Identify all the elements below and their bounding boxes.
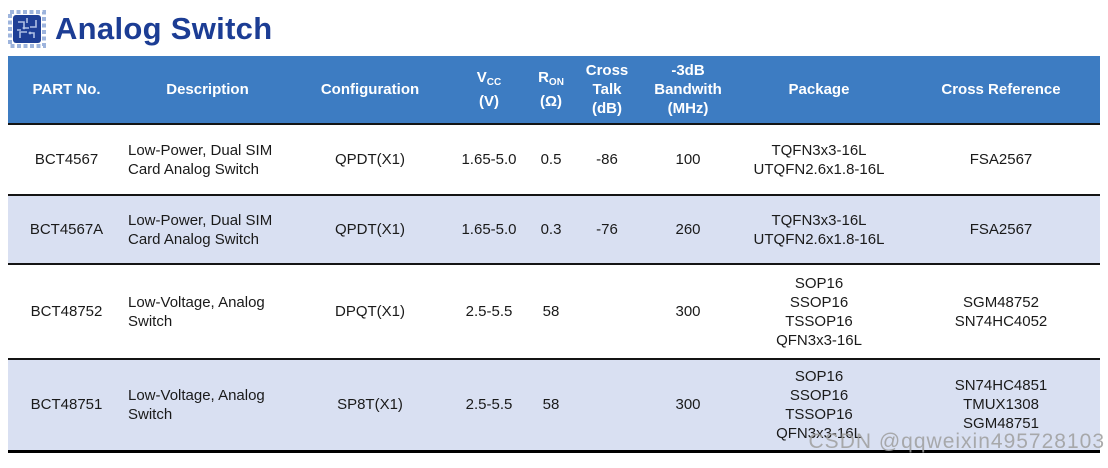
cell-ron: 0.5 [540, 151, 562, 168]
vcc-symbol: V [476, 69, 487, 86]
cell-vcc: 1.65-5.0 [461, 221, 517, 238]
package-line: TQFN3x3-16L [771, 141, 867, 159]
cell-vcc: 2.5-5.5 [465, 303, 513, 320]
ron-unit: (Ω) [539, 93, 563, 110]
ron-subscript: ON [548, 77, 564, 88]
package-line: TQFN3x3-16L [771, 211, 867, 229]
cell-vcc: 1.65-5.0 [461, 151, 517, 168]
cell-description: Low-Voltage, Analog Switch [128, 386, 265, 423]
table-row: BCT48751 Low-Voltage, Analog Switch SP8T… [8, 359, 1100, 451]
cell-part-no: BCT4567 [34, 151, 99, 168]
cell-part-no: BCT48752 [30, 303, 103, 320]
cell-package: SOP16 SSOP16 TSSOP16 QFN3x3-16L [736, 264, 902, 359]
cell-cross-reference: FSA2567 [902, 124, 1100, 195]
page-title: Analog Switch [55, 11, 273, 46]
cross-reference-line: SGM48752 [963, 293, 1039, 311]
table-header-row: PART No. Description Configuration VCC (… [8, 56, 1100, 124]
col-header-package: Package [788, 81, 850, 98]
package-line: SOP16 [794, 367, 844, 385]
cell-cross-talk: -86 [596, 151, 618, 168]
table-row: BCT48752 Low-Voltage, Analog Switch DPQT… [8, 264, 1100, 359]
cell-cross-talk [574, 264, 640, 359]
cross-reference-line: FSA2567 [969, 151, 1033, 168]
package-line: QFN3x3-16L [776, 331, 862, 349]
col-header-configuration: Configuration [320, 81, 420, 98]
table-row: BCT4567A Low-Power, Dual SIM Card Analog… [8, 195, 1100, 264]
cell-vcc: 2.5-5.5 [465, 396, 513, 414]
cell-bandwidth: 100 [675, 151, 701, 168]
cell-cross-talk: -76 [596, 221, 618, 238]
vcc-unit: (V) [479, 93, 499, 110]
table-row: BCT4567 Low-Power, Dual SIM Card Analog … [8, 124, 1100, 195]
cell-description: Low-Power, Dual SIM Card Analog Switch [128, 141, 273, 178]
package-line: UTQFN2.6x1.8-16L [753, 230, 885, 248]
cell-description: Low-Voltage, Analog Switch [128, 293, 265, 330]
cross-reference-line: FSA2567 [969, 221, 1033, 238]
cell-bandwidth: 260 [675, 221, 701, 238]
cell-configuration: SP8T(X1) [337, 396, 403, 414]
title-bar: Analog Switch [0, 0, 1108, 56]
analog-switch-parts-table: PART No. Description Configuration VCC (… [8, 56, 1100, 453]
cell-part-no: BCT4567A [29, 221, 104, 238]
cell-cross-reference: SN74HC4851 TMUX1308 SGM48751 [902, 359, 1100, 451]
package-line: TSSOP16 [785, 405, 853, 423]
package-line: TSSOP16 [785, 312, 853, 330]
col-header-part-no: PART No. [32, 81, 101, 98]
package-line: SOP16 [794, 274, 844, 292]
col-header-bandwidth: -3dB Bandwith (MHz) [654, 62, 722, 117]
cross-reference-line: SN74HC4052 [954, 312, 1048, 330]
col-header-ron: RON (Ω) [528, 56, 574, 124]
package-line: QFN3x3-16L [776, 424, 862, 442]
package-line: SSOP16 [789, 293, 849, 311]
cell-description: Low-Power, Dual SIM Card Analog Switch [128, 211, 273, 248]
cell-configuration: DPQT(X1) [334, 303, 405, 320]
cell-ron: 58 [542, 303, 560, 320]
cell-part-no: BCT48751 [30, 396, 103, 414]
cell-package: TQFN3x3-16L UTQFN2.6x1.8-16L [736, 124, 902, 195]
col-header-cross-reference: Cross Reference [941, 81, 1061, 98]
cell-bandwidth: 300 [675, 303, 701, 320]
ron-symbol: R [538, 69, 549, 86]
package-line: SSOP16 [789, 386, 849, 404]
col-header-description: Description [166, 81, 249, 98]
cell-bandwidth: 300 [675, 396, 701, 414]
cell-ron: 58 [542, 396, 560, 414]
chip-icon [8, 10, 46, 48]
cross-reference-line: SN74HC4851 [954, 377, 1048, 395]
vcc-subscript: CC [486, 77, 502, 88]
col-header-cross-talk: Cross Talk (dB) [585, 62, 629, 117]
cross-reference-line: TMUX1308 [963, 396, 1039, 414]
package-line: UTQFN2.6x1.8-16L [753, 160, 885, 178]
cell-configuration: QPDT(X1) [334, 221, 405, 238]
cell-cross-reference: FSA2567 [902, 195, 1100, 264]
cell-package: SOP16 SSOP16 TSSOP16 QFN3x3-16L [736, 359, 902, 451]
cell-configuration: QPDT(X1) [334, 151, 405, 168]
cross-reference-line: SGM48751 [963, 415, 1039, 433]
col-header-vcc: VCC (V) [450, 56, 528, 124]
cell-ron: 0.3 [540, 221, 562, 238]
cell-cross-reference: SGM48752 SN74HC4052 [902, 264, 1100, 359]
cell-cross-talk [574, 359, 640, 451]
cell-package: TQFN3x3-16L UTQFN2.6x1.8-16L [736, 195, 902, 264]
